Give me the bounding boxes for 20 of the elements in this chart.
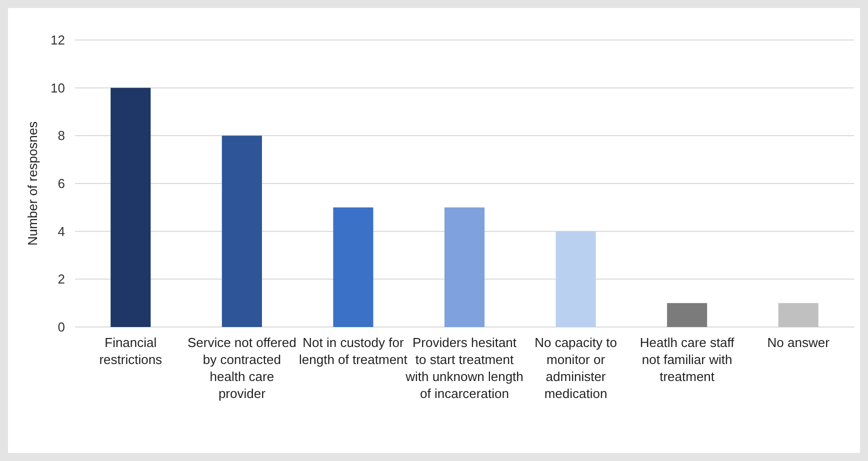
x-tick-label: Financial restrictions <box>99 335 163 367</box>
y-tick-label: 4 <box>58 224 65 239</box>
y-tick-label: 6 <box>58 176 65 192</box>
x-tick-label: No answer <box>767 335 830 350</box>
y-tick-label: 8 <box>58 128 65 144</box>
y-tick-label: 10 <box>50 80 65 96</box>
bar <box>556 231 596 327</box>
bar <box>222 136 262 327</box>
y-tick-label: 12 <box>50 32 65 48</box>
y-axis-title: Number of resposnes <box>25 120 40 246</box>
bar <box>778 303 818 327</box>
x-tick-label: Heatlh care staff not familiar with treatment <box>640 335 735 384</box>
x-tick-label: No capacity to monitor or administer medication <box>534 335 617 401</box>
bar <box>444 207 485 327</box>
bar <box>333 207 374 327</box>
y-tick-label: 0 <box>58 320 65 335</box>
y-tick-label: 2 <box>58 272 65 287</box>
x-tick-label: Service not offered by contracted health care provider <box>187 335 296 401</box>
bar <box>110 88 151 327</box>
bar <box>667 303 708 327</box>
